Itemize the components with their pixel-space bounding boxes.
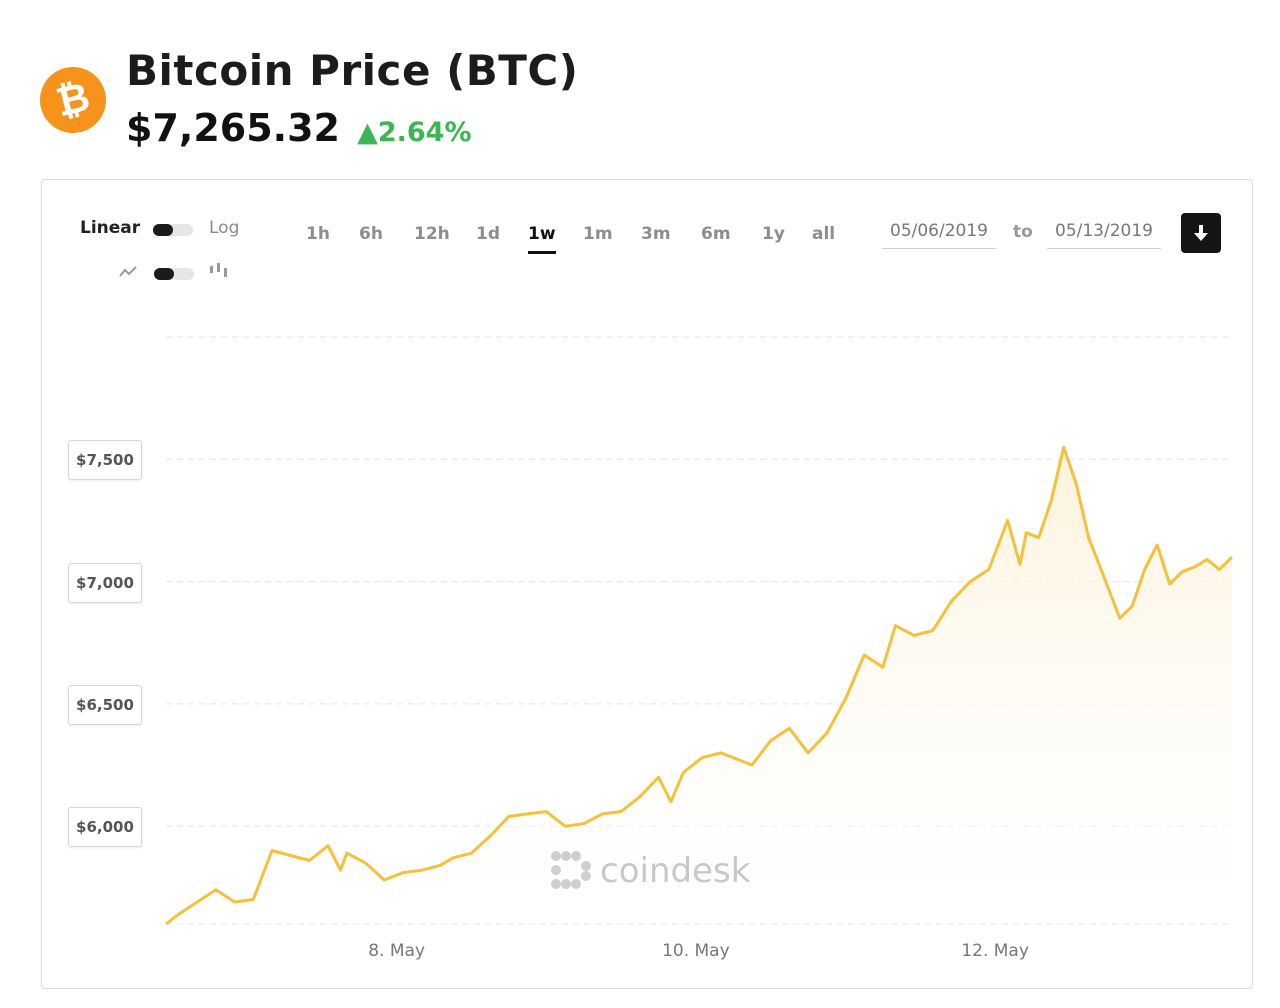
date-from-input[interactable]: 05/06/2019 [882, 220, 996, 249]
coindesk-logo-dot [581, 871, 591, 881]
to-label: to [1013, 222, 1033, 242]
range-tab-6m[interactable]: 6m [701, 224, 731, 244]
y-tick-label-1: $6,500 [68, 684, 142, 725]
range-tab-3m[interactable]: 3m [641, 224, 671, 244]
coindesk-logo-dot [571, 879, 581, 889]
line-chart-icon [119, 266, 137, 277]
range-tab-all[interactable]: all [812, 224, 836, 244]
coindesk-logo-dot [551, 851, 561, 861]
price-row: $7,265.32 ▲2.64% [126, 106, 472, 150]
coindesk-logo-dot [561, 879, 571, 889]
range-tab-1d[interactable]: 1d [476, 224, 500, 244]
download-arrow-icon [1194, 225, 1208, 241]
linear-label: Linear [80, 218, 141, 238]
page-title: Bitcoin Price (BTC) [126, 46, 578, 95]
date-to-input[interactable]: 05/13/2019 [1047, 220, 1161, 249]
candlestick-icon [210, 263, 227, 277]
current-price: $7,265.32 [126, 106, 340, 150]
y-tick-label-3: $7,500 [68, 440, 142, 481]
price-line [165, 445, 1234, 926]
coindesk-logo-dot [571, 851, 581, 861]
price-area [166, 447, 1232, 924]
price-change: ▲2.64% [357, 117, 471, 148]
coin-name: Bitcoin Price [126, 46, 431, 95]
range-tab-1m[interactable]: 1m [583, 224, 613, 244]
coindesk-watermark [551, 851, 591, 889]
y-tick-label-0: $6,000 [68, 807, 142, 848]
x-tick-label-0: 8. May [368, 941, 425, 961]
coindesk-logo-dot [581, 861, 591, 871]
range-tab-1h[interactable]: 1h [306, 224, 330, 244]
coin-ticker: (BTC) [446, 46, 579, 95]
chart-type-toggle[interactable] [154, 268, 194, 280]
coindesk-logo-dot [551, 879, 561, 889]
up-arrow-icon: ▲ [357, 117, 378, 148]
change-percent: 2.64% [377, 117, 472, 148]
range-tab-12h[interactable]: 12h [414, 224, 450, 244]
coindesk-logo-dot [551, 865, 561, 875]
coindesk-logo-dot [561, 851, 571, 861]
range-tab-1y[interactable]: 1y [762, 224, 785, 244]
log-label: Log [209, 218, 240, 238]
chart-type-toggle-knob [154, 268, 174, 280]
header: ₿ Bitcoin Price (BTC) $7,265.32 ▲2.64% [32, 40, 740, 160]
x-tick-label-2: 12. May [961, 941, 1029, 961]
y-tick-label-2: $7,000 [68, 562, 142, 603]
range-tab-1w[interactable]: 1w [528, 224, 556, 254]
scale-toggle-knob [153, 224, 173, 236]
range-tab-6h[interactable]: 6h [359, 224, 383, 244]
scale-toggle[interactable] [153, 224, 193, 236]
download-button[interactable] [1181, 213, 1221, 253]
x-tick-label-1: 10. May [662, 941, 730, 961]
coindesk-wordmark: coindesk [600, 851, 751, 891]
